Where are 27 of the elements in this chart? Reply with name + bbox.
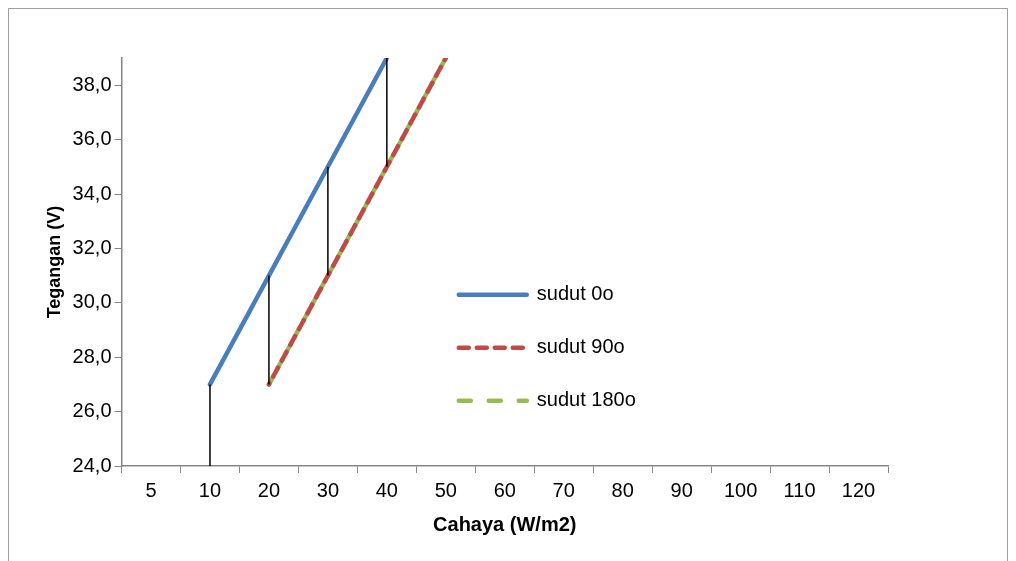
y-tick-label: 24,0 <box>72 453 112 476</box>
x-tick-label: 10 <box>198 478 222 501</box>
x-tick-label: 70 <box>552 478 575 501</box>
x-tick-label: 60 <box>493 478 516 501</box>
x-tick-label: 80 <box>611 478 634 501</box>
y-tick-label: 38,0 <box>72 72 112 95</box>
x-tick-label: 30 <box>316 478 340 501</box>
y-tick-label: 30,0 <box>72 290 112 313</box>
x-axis-title: Cahaya (W/m2) <box>433 512 577 535</box>
legend-label: sudut 0o <box>536 282 614 305</box>
legend-label: sudut 180o <box>536 388 636 411</box>
x-tick-label: 90 <box>670 478 693 501</box>
x-tick-label: 5 <box>145 478 157 501</box>
x-tick-label: 20 <box>257 478 281 501</box>
x-tick-label: 100 <box>723 478 758 501</box>
x-tick-label: 110 <box>783 478 816 501</box>
y-axis-title: Tegangan (V) <box>43 205 64 319</box>
y-tick-label: 36,0 <box>72 127 112 150</box>
legend-label: sudut 90o <box>536 335 625 358</box>
y-tick-label: 28,0 <box>72 344 112 367</box>
y-tick-label: 34,0 <box>72 181 112 204</box>
x-tick-label: 40 <box>375 478 398 501</box>
y-tick-label: 26,0 <box>72 399 112 422</box>
x-tick-label: 50 <box>434 478 457 501</box>
y-tick-label: 32,0 <box>72 235 112 258</box>
x-tick-label: 120 <box>841 478 876 501</box>
line-series <box>266 58 449 387</box>
